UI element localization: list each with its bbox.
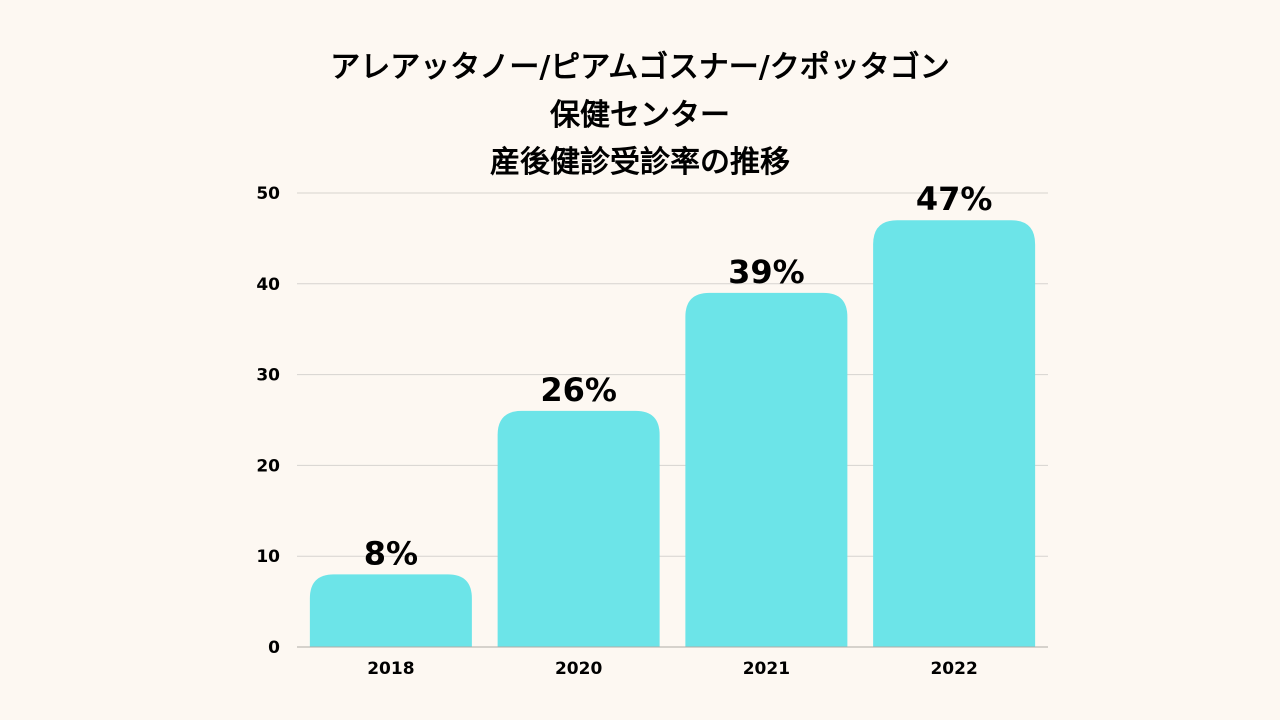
x-tick-label: 2022 [930, 659, 977, 679]
bar [685, 292, 848, 647]
y-tick-label: 10 [256, 547, 280, 567]
x-tick-label: 2020 [555, 659, 602, 679]
data-label: 26% [540, 371, 617, 409]
data-label: 39% [728, 253, 805, 291]
data-label: 47% [916, 180, 993, 218]
y-tick-label: 30 [256, 366, 280, 386]
bar [873, 220, 1036, 648]
y-tick-label: 50 [256, 184, 280, 204]
y-tick-label: 0 [268, 638, 280, 658]
chart-title-line-1: アレアッタノー/ピアムゴスナー/クポッタゴン [330, 50, 950, 85]
x-tick-label: 2018 [367, 659, 414, 679]
bar [497, 410, 660, 647]
y-tick-label: 20 [256, 456, 280, 476]
data-label: 8% [364, 534, 418, 572]
chart-title-line-2: 保健センター [550, 98, 730, 133]
x-tick-label: 2021 [743, 659, 790, 679]
chart-title-line-3: 産後健診受診率の推移 [490, 145, 790, 180]
y-tick-label: 40 [256, 275, 280, 295]
bar [309, 574, 472, 647]
